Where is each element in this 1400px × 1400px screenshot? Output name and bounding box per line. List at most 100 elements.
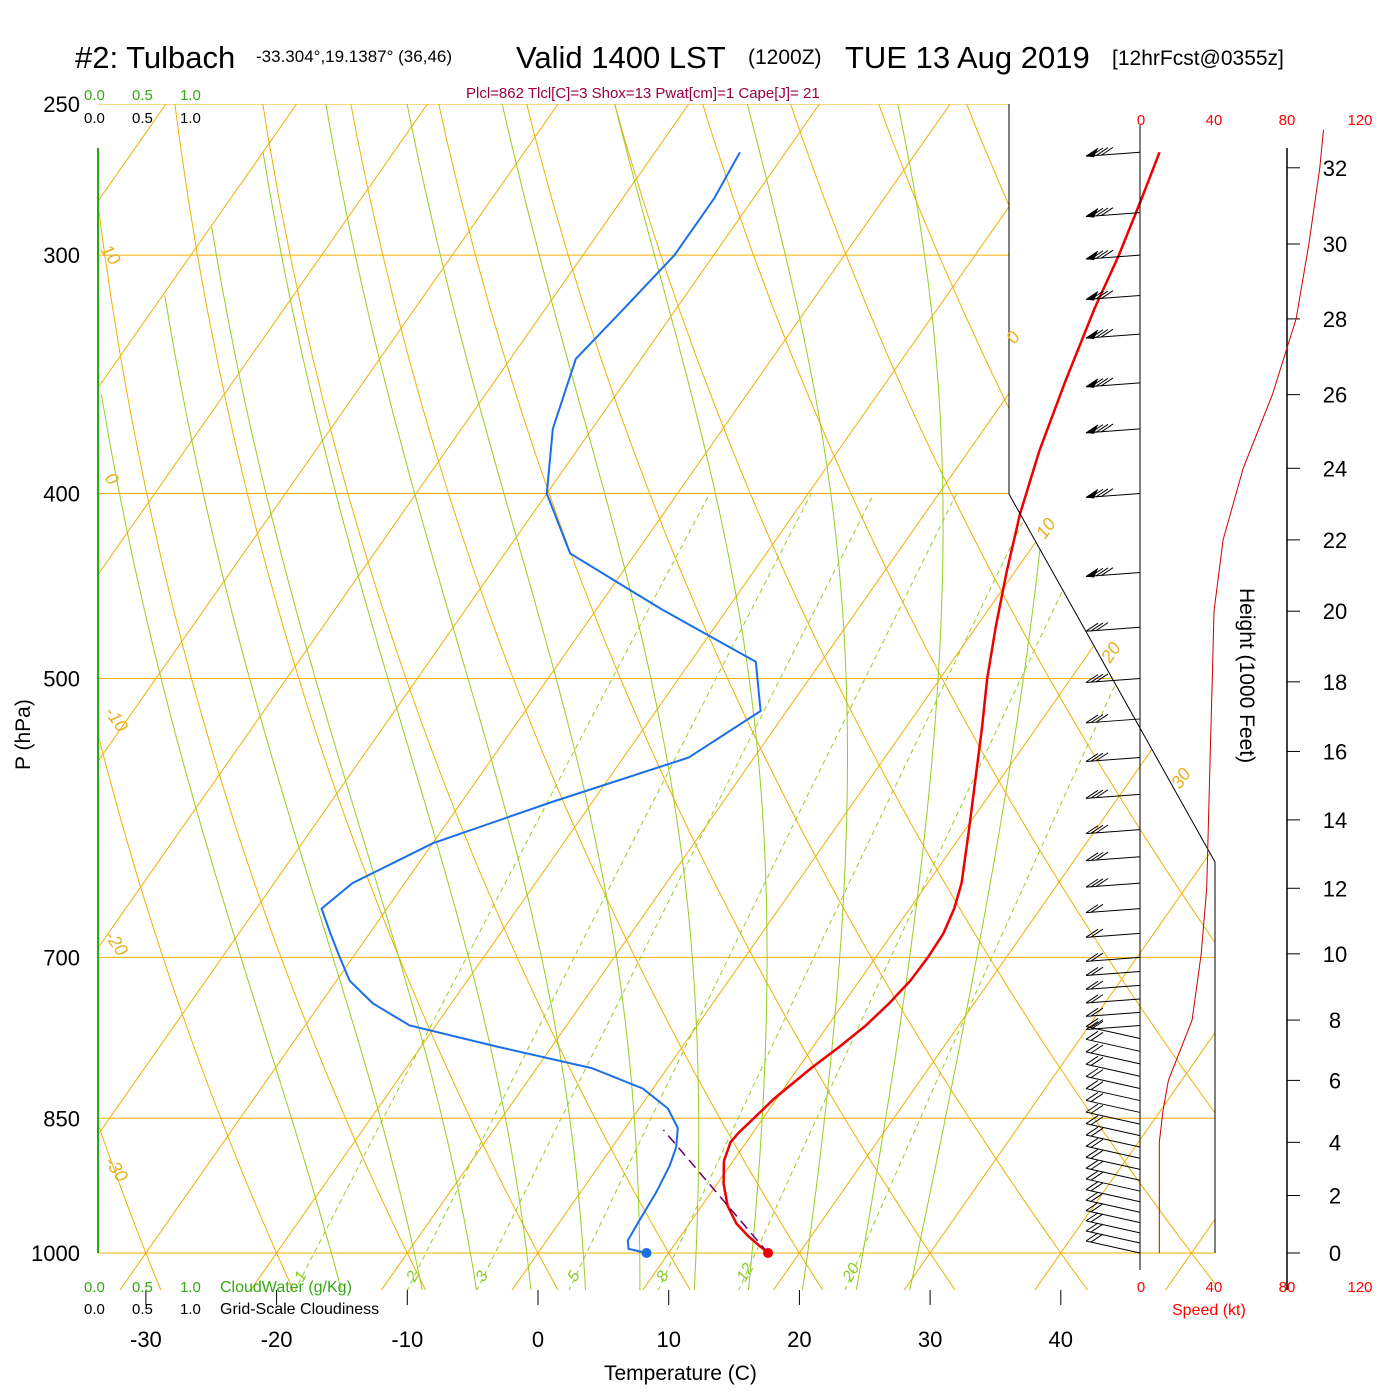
temperature-tick-label: -30	[130, 1327, 162, 1352]
height-tick-label: 26	[1323, 383, 1347, 408]
wind-barb	[1085, 1007, 1141, 1017]
height-tick-label: 18	[1323, 670, 1347, 695]
height-tick-label: 32	[1323, 156, 1347, 181]
plot-border	[1008, 104, 1216, 1253]
temperature-tick-label: -10	[391, 1327, 423, 1352]
wind-barb	[1085, 1148, 1141, 1170]
mixing-ratio-line	[548, 493, 958, 1290]
pressure-tick-label: 1000	[31, 1241, 80, 1266]
station-title: #2: Tulbach	[75, 40, 235, 75]
temperature-tick-label: -20	[261, 1327, 293, 1352]
wind-barb	[1085, 1159, 1141, 1181]
cloudiness-label: Grid-Scale Cloudiness	[220, 1301, 379, 1318]
speed-tick-label: 40	[1206, 1279, 1223, 1296]
wind-barb	[1085, 1212, 1141, 1234]
wind-barb	[1085, 994, 1141, 1004]
cloud-bottom-black-2: 1.0	[180, 1301, 201, 1318]
speed-tick-label: 80	[1279, 112, 1296, 129]
cloudwater-label: CloudWater (g/Kg)	[220, 1279, 352, 1296]
pressure-tick-label: 850	[43, 1106, 80, 1131]
wind-barb	[1085, 249, 1141, 261]
sounding-stats: Plcl=862 Tlcl[C]=3 Shox=13 Pwat[cm]=1 Ca…	[466, 85, 820, 102]
isotherm-label: 30	[1167, 764, 1195, 792]
height-tick-label: 14	[1323, 808, 1347, 833]
isotherm-line	[351, 104, 1215, 1290]
wind-barb	[1085, 1191, 1141, 1213]
dry-adiabat	[1301, 70, 1400, 1332]
pressure-tick-label: 300	[43, 243, 80, 268]
height-tick-label: 4	[1329, 1130, 1341, 1155]
pressure-tick-label: 400	[43, 482, 80, 507]
wind-barb	[1085, 377, 1141, 388]
dry-adiabat	[98, 104, 179, 1290]
mixing-ratio-label: 20	[839, 1261, 863, 1286]
pressure-tick-label: 250	[43, 92, 80, 117]
mixing-ratio-line	[719, 493, 1110, 1290]
dry-adiabat	[98, 104, 448, 1290]
isotherm-label: 0	[101, 469, 123, 489]
wind-barb	[1085, 1020, 1141, 1031]
moist-adiabat	[494, 104, 700, 1290]
wind-barb	[1085, 1232, 1141, 1254]
wind-barb	[1085, 928, 1141, 938]
cloud-scale-bottom: 0.0 0.5 1.0 CloudWater (g/Kg) 0.0 0.5 1.…	[84, 1279, 379, 1318]
wind-barb	[1085, 146, 1141, 158]
mixing-ratio-line	[826, 493, 1204, 1290]
pressure-ticks: 1000 850 700 500 400 300 250	[31, 92, 80, 1266]
moist-adiabat	[848, 104, 944, 1290]
wind-barb	[1085, 1043, 1141, 1065]
isotherm-line	[1005, 104, 1215, 1290]
wind-barb	[1085, 789, 1141, 799]
wind-barb	[1085, 1055, 1141, 1077]
wind-barb	[1085, 1222, 1141, 1244]
cloud-bottom-black-0: 0.0	[84, 1301, 105, 1318]
wind-barb	[1085, 673, 1141, 683]
valid-date: TUE 13 Aug 2019	[845, 40, 1090, 75]
cloud-top-green-1: 0.5	[132, 87, 153, 104]
moist-adiabat	[400, 104, 641, 1290]
cloud-top-black-2: 1.0	[180, 110, 201, 127]
isotherm-label: -20	[101, 927, 132, 960]
moist-adiabat	[164, 295, 431, 1290]
wind-barb	[1085, 980, 1141, 990]
wind-barbs	[1085, 146, 1141, 1254]
wind-barb	[1085, 1068, 1141, 1090]
speed-tick-label: 0	[1137, 112, 1145, 129]
temperature-tick-label: 0	[532, 1327, 544, 1352]
wind-barb	[1085, 1115, 1141, 1137]
wind-speed-profile	[1158, 129, 1324, 1253]
dry-adiabat	[430, 104, 985, 1290]
profiles	[320, 151, 1161, 1258]
background-lines	[98, 70, 1400, 1332]
isotherm-line	[743, 104, 1215, 1290]
isotherm-line	[98, 104, 975, 1290]
isotherm-line	[612, 104, 1215, 1290]
dry-adiabat	[170, 104, 582, 1290]
wind-barb	[1085, 1092, 1141, 1113]
speed-tick-label: 120	[1347, 112, 1372, 129]
wind-barb	[1085, 1202, 1141, 1224]
zulu-time: (1200Z)	[748, 46, 822, 69]
dry-adiabat	[691, 104, 1215, 1290]
cloud-bottom-green-2: 1.0	[180, 1279, 201, 1296]
height-tick-label: 12	[1323, 876, 1347, 901]
y-axis-label: P (hPa)	[12, 699, 35, 770]
wind-barb	[1085, 824, 1141, 835]
isotherm-label: 20	[1096, 638, 1124, 667]
speed-axis-label: Speed (kt)	[1172, 1302, 1246, 1319]
isotherm-label: 0	[1002, 328, 1024, 348]
height-tick-label: 30	[1323, 232, 1347, 257]
surface-dewpoint-dot	[641, 1248, 652, 1258]
isotherm-label: 10	[97, 241, 125, 269]
temperature-tick-label: 40	[1049, 1327, 1073, 1352]
x-axis-label: Temperature (C)	[604, 1362, 757, 1385]
height-tick-label: 0	[1329, 1241, 1341, 1266]
wind-barb	[1085, 878, 1141, 888]
height-tick-label: 16	[1323, 739, 1347, 764]
cloud-top-green-0: 0.0	[84, 87, 105, 104]
isotherm-label: -30	[101, 1153, 132, 1186]
isotherm-line	[220, 104, 1105, 1290]
dry-adiabat	[778, 104, 1215, 1290]
speed-tick-label: 40	[1206, 112, 1223, 129]
